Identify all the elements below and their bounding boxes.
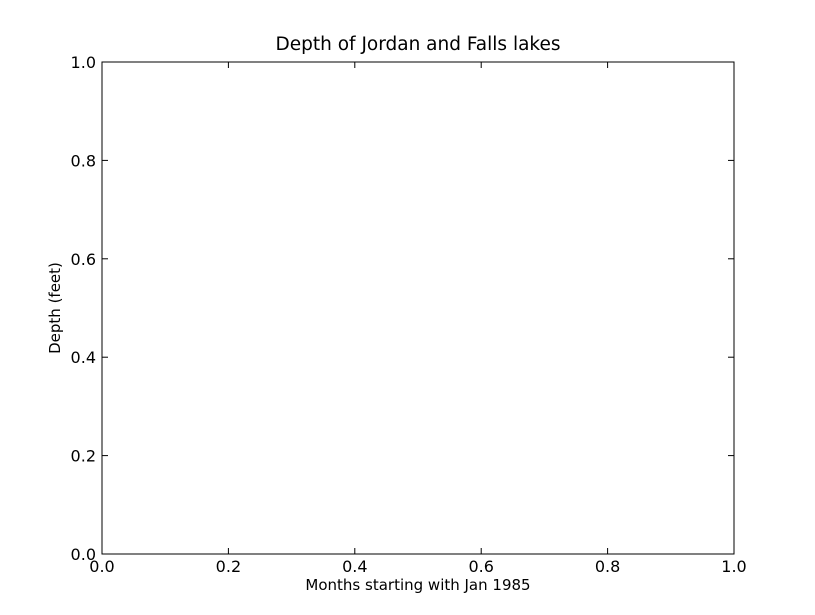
x-tick-label: 1.0 — [721, 557, 746, 576]
y-axis-label: Depth (feet) — [46, 262, 64, 354]
x-axis: 0.0 0.2 0.4 0.6 0.8 1.0 — [89, 62, 747, 576]
y-axis: 0.0 0.2 0.4 0.6 0.8 1.0 — [71, 53, 734, 564]
y-tick-label: 0.2 — [71, 447, 96, 466]
y-tick-label: 0.8 — [71, 151, 96, 170]
x-axis-label: Months starting with Jan 1985 — [305, 576, 530, 594]
x-tick-label: 0.2 — [216, 557, 241, 576]
plot-area — [101, 61, 735, 555]
x-tick-label: 0.0 — [89, 557, 114, 576]
y-tick-label: 0.0 — [71, 545, 96, 564]
y-tick-label: 1.0 — [71, 53, 96, 72]
y-tick-label: 0.4 — [71, 348, 96, 367]
x-tick-label: 0.8 — [595, 557, 620, 576]
chart-title: Depth of Jordan and Falls lakes — [276, 34, 561, 55]
y-tick-label: 0.6 — [71, 250, 96, 269]
x-tick-label: 0.6 — [468, 557, 493, 576]
x-tick-label: 0.4 — [342, 557, 367, 576]
